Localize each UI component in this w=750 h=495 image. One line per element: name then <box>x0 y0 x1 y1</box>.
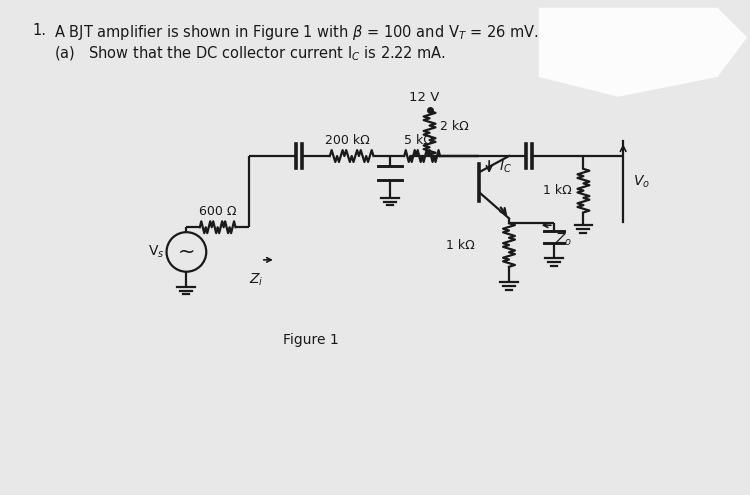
Text: V$_s$: V$_s$ <box>148 244 165 260</box>
Text: 600 Ω: 600 Ω <box>199 205 236 218</box>
Text: Figure 1: Figure 1 <box>283 333 338 347</box>
Text: 200 kΩ: 200 kΩ <box>326 134 370 147</box>
FancyBboxPatch shape <box>3 3 747 492</box>
Text: 2 kΩ: 2 kΩ <box>440 120 468 133</box>
Text: (a)   Show that the DC collector current I$_C$ is 2.22 mA.: (a) Show that the DC collector current I… <box>55 45 446 63</box>
Text: 12 V: 12 V <box>410 91 440 103</box>
Text: ~: ~ <box>178 242 195 262</box>
Text: 1 kΩ: 1 kΩ <box>446 239 474 251</box>
Text: 1 kΩ: 1 kΩ <box>543 184 572 197</box>
Text: 1.: 1. <box>32 23 46 38</box>
Text: 5 kΩ: 5 kΩ <box>404 134 433 147</box>
Text: I$_C$: I$_C$ <box>499 159 512 175</box>
Text: Z$_o$: Z$_o$ <box>555 232 572 248</box>
Polygon shape <box>538 8 747 97</box>
Text: A BJT amplifier is shown in Figure 1 with $\beta$ = 100 and V$_T$ = 26 mV.: A BJT amplifier is shown in Figure 1 wit… <box>55 23 539 42</box>
Text: V$_o$: V$_o$ <box>633 174 650 190</box>
Text: Z$_i$: Z$_i$ <box>248 271 263 288</box>
